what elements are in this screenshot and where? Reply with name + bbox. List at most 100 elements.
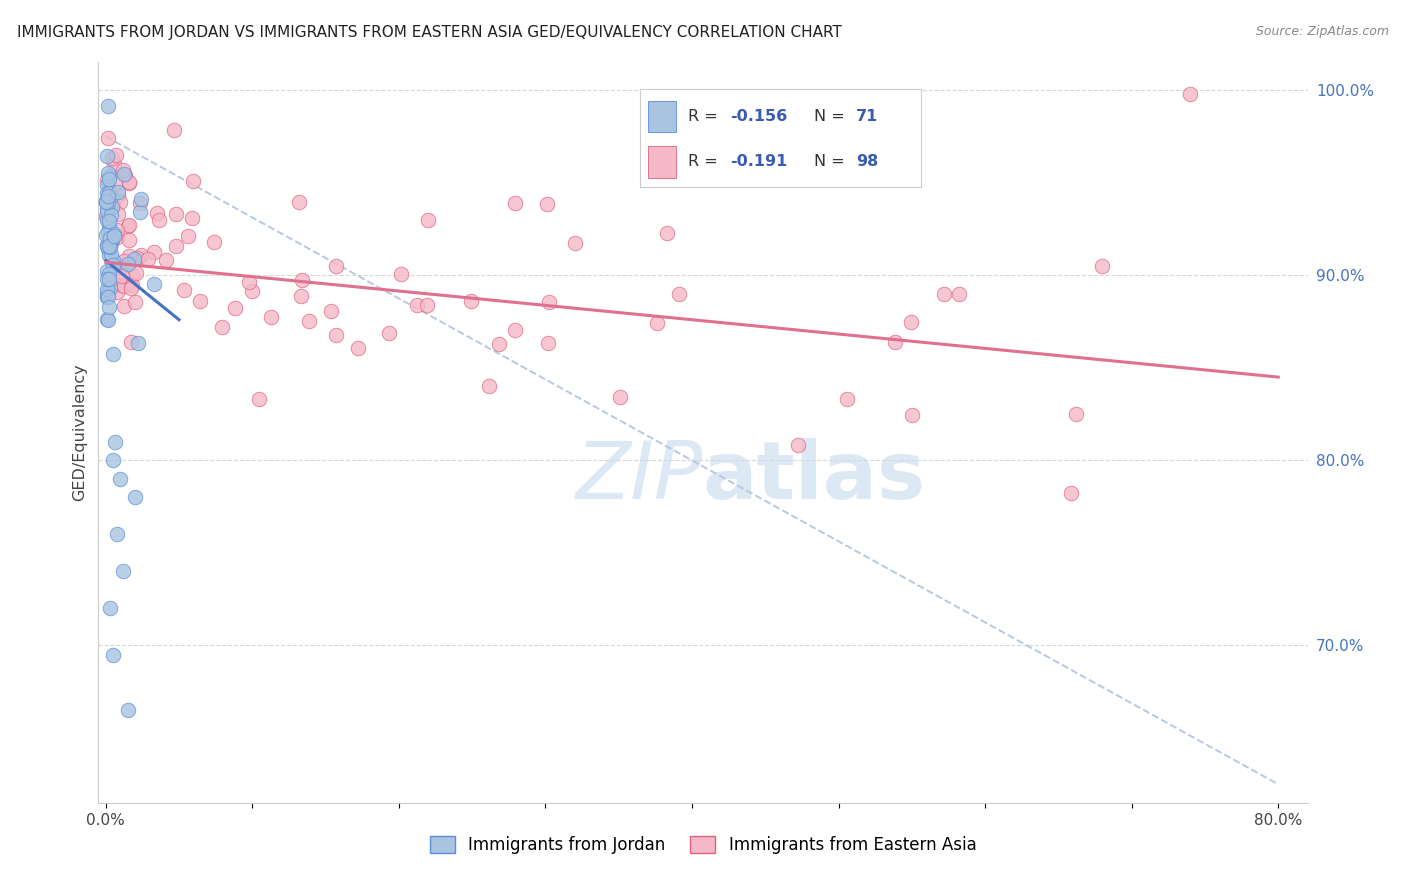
Point xyxy=(346,341,368,355)
Point xyxy=(883,335,905,350)
Point xyxy=(155,252,177,267)
Point xyxy=(416,212,439,227)
Point xyxy=(668,287,690,301)
Point xyxy=(96,228,118,243)
Point xyxy=(121,268,143,282)
Text: 71: 71 xyxy=(856,109,879,124)
Point xyxy=(298,314,321,328)
Point xyxy=(118,176,141,190)
Point xyxy=(835,392,858,406)
Point xyxy=(97,225,120,239)
Point xyxy=(103,434,125,449)
Point xyxy=(96,202,118,216)
Point xyxy=(117,233,139,247)
Point xyxy=(165,207,187,221)
Point xyxy=(129,195,152,210)
Point xyxy=(645,316,668,330)
Point xyxy=(101,347,124,361)
Point xyxy=(100,247,122,261)
Point xyxy=(96,186,118,201)
Point xyxy=(124,491,146,505)
Point xyxy=(901,408,924,422)
Point xyxy=(111,268,134,283)
Point xyxy=(609,390,631,404)
Point xyxy=(211,319,233,334)
Point xyxy=(101,258,124,272)
Point xyxy=(112,167,135,181)
Point xyxy=(107,285,129,299)
Point xyxy=(97,238,120,252)
Point xyxy=(96,203,118,218)
Point xyxy=(117,703,139,717)
Point xyxy=(96,149,118,163)
Point xyxy=(118,218,141,232)
Point xyxy=(121,277,143,292)
Point xyxy=(105,229,128,244)
Point xyxy=(97,235,120,250)
Point xyxy=(101,151,124,165)
Point xyxy=(104,177,127,191)
Point xyxy=(143,277,166,291)
Point xyxy=(107,207,129,221)
Point xyxy=(98,300,121,314)
Point xyxy=(104,277,127,291)
Point xyxy=(98,219,121,234)
Point xyxy=(97,290,120,304)
Point xyxy=(112,254,135,268)
Point xyxy=(948,286,970,301)
Text: 98: 98 xyxy=(856,154,879,169)
Point xyxy=(97,99,120,113)
Point xyxy=(96,290,118,304)
Point xyxy=(202,235,225,249)
Text: N =: N = xyxy=(814,109,851,124)
Point xyxy=(97,247,120,261)
Text: IMMIGRANTS FROM JORDAN VS IMMIGRANTS FROM EASTERN ASIA GED/EQUIVALENCY CORRELATI: IMMIGRANTS FROM JORDAN VS IMMIGRANTS FRO… xyxy=(17,25,842,40)
Point xyxy=(110,472,132,486)
Point xyxy=(100,279,122,293)
Point xyxy=(488,336,510,351)
Point xyxy=(98,169,121,183)
Point xyxy=(188,293,211,308)
Point xyxy=(98,240,121,254)
Point xyxy=(114,168,136,182)
Point xyxy=(260,310,283,324)
Bar xyxy=(648,101,676,132)
Point xyxy=(107,187,129,202)
Point xyxy=(97,243,120,257)
Point xyxy=(101,453,124,467)
Point xyxy=(136,252,159,267)
Point xyxy=(564,235,586,250)
Point xyxy=(98,231,121,245)
Point xyxy=(98,271,121,285)
Point xyxy=(114,299,136,313)
Point xyxy=(96,264,118,278)
Point xyxy=(249,392,271,406)
Point xyxy=(181,211,204,226)
Point xyxy=(118,249,141,263)
Point xyxy=(96,288,118,302)
Point xyxy=(1064,407,1087,421)
Point xyxy=(389,267,412,281)
Point xyxy=(122,252,145,266)
Point xyxy=(97,186,120,200)
Point xyxy=(94,194,117,208)
Point xyxy=(107,186,129,200)
Point xyxy=(96,178,118,192)
Point xyxy=(173,284,195,298)
Point xyxy=(98,239,121,253)
Point xyxy=(129,248,152,262)
Point xyxy=(96,173,118,187)
Point xyxy=(103,227,125,242)
Point xyxy=(96,311,118,326)
Point xyxy=(319,303,342,318)
Point xyxy=(124,295,146,310)
Point xyxy=(96,272,118,286)
Text: -0.156: -0.156 xyxy=(730,109,787,124)
Point xyxy=(98,601,121,615)
Point xyxy=(142,245,165,260)
Point xyxy=(503,196,526,211)
Point xyxy=(288,194,311,209)
Point xyxy=(165,239,187,253)
Point xyxy=(96,194,118,209)
Point xyxy=(377,326,399,340)
